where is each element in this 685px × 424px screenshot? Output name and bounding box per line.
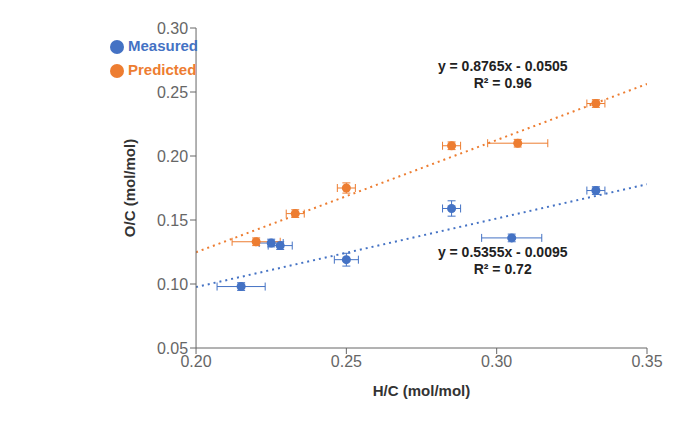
svg-text:H/C (mol/mol): H/C (mol/mol) bbox=[373, 382, 471, 399]
svg-text:0.15: 0.15 bbox=[157, 212, 188, 229]
svg-text:0.35: 0.35 bbox=[631, 353, 662, 370]
svg-text:0.20: 0.20 bbox=[157, 148, 188, 165]
svg-text:0.25: 0.25 bbox=[157, 84, 188, 101]
svg-text:R² = 0.72: R² = 0.72 bbox=[474, 261, 532, 277]
html-text:Predicted: Predicted bbox=[128, 61, 197, 78]
svg-text:0.30: 0.30 bbox=[157, 20, 188, 37]
svg-text:0.25: 0.25 bbox=[331, 353, 362, 370]
svg-text:R² = 0.96: R² = 0.96 bbox=[474, 75, 532, 91]
svg-text:O/C (mol/mol): O/C (mol/mol) bbox=[121, 139, 138, 237]
svg-text:0.20: 0.20 bbox=[180, 353, 212, 371]
svg-text:y = 0.5355x - 0.0095: y = 0.5355x - 0.0095 bbox=[438, 244, 568, 260]
html-text:Measured: Measured bbox=[128, 37, 198, 54]
svg-text:0.05: 0.05 bbox=[157, 340, 188, 357]
svg-text:0.10: 0.10 bbox=[157, 276, 188, 293]
svg-text:y = 0.8765x - 0.0505: y = 0.8765x - 0.0505 bbox=[438, 58, 568, 74]
svg-text:0.30: 0.30 bbox=[481, 353, 512, 370]
